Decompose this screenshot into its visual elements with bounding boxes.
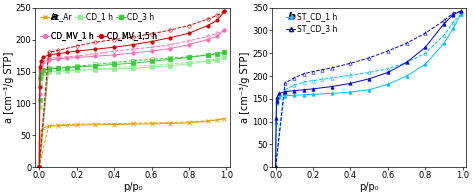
Text: a: a bbox=[51, 13, 59, 23]
Y-axis label: a [cm⁻³/g STP]: a [cm⁻³/g STP] bbox=[4, 52, 14, 123]
Y-axis label: a [cm⁻³/g STP]: a [cm⁻³/g STP] bbox=[240, 52, 250, 123]
Text: b: b bbox=[287, 13, 295, 23]
Legend: CD_MV_1 h, CD_MV_1,5 h: CD_MV_1 h, CD_MV_1,5 h bbox=[39, 31, 158, 41]
Legend: ST_CD_1 h, ST_CD_3 h: ST_CD_1 h, ST_CD_3 h bbox=[285, 12, 338, 34]
X-axis label: p/p₀: p/p₀ bbox=[123, 182, 143, 192]
X-axis label: p/p₀: p/p₀ bbox=[359, 182, 379, 192]
